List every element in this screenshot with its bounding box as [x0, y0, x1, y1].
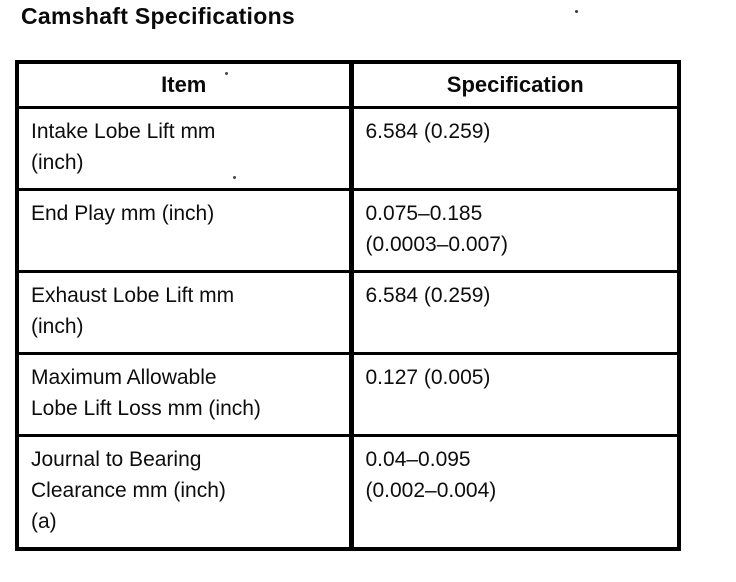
spec-cell: 0.127 (0.005) [349, 351, 681, 437]
scan-speck [575, 10, 578, 13]
column-header-specification: Specification [349, 60, 681, 109]
table-row: Intake Lobe Lift mm (inch) 6.584 (0.259) [15, 105, 681, 191]
item-cell: Intake Lobe Lift mm (inch) [15, 105, 354, 191]
item-cell: Journal to Bearing Clearance mm (inch) (… [15, 433, 354, 551]
table-header-row: Item Specification [15, 60, 681, 109]
spec-cell: 6.584 (0.259) [349, 105, 681, 191]
table-row: Exhaust Lobe Lift mm (inch) 6.584 (0.259… [15, 269, 681, 355]
item-cell: Exhaust Lobe Lift mm (inch) [15, 269, 354, 355]
table-row: End Play mm (inch) 0.075–0.185 (0.0003–0… [15, 187, 681, 273]
column-header-item: Item [15, 60, 354, 109]
spec-cell: 0.075–0.185 (0.0003–0.007) [349, 187, 681, 273]
page-title: Camshaft Specifications [21, 3, 296, 29]
table-row: Maximum Allowable Lobe Lift Loss mm (inc… [15, 351, 681, 437]
table-row: Journal to Bearing Clearance mm (inch) (… [15, 433, 681, 551]
spec-cell: 6.584 (0.259) [349, 269, 681, 355]
item-cell: Maximum Allowable Lobe Lift Loss mm (inc… [15, 351, 354, 437]
camshaft-specifications-table: Item Specification Intake Lobe Lift mm (… [15, 60, 681, 551]
item-cell: End Play mm (inch) [15, 187, 354, 273]
spec-cell: 0.04–0.095 (0.002–0.004) [349, 433, 681, 551]
